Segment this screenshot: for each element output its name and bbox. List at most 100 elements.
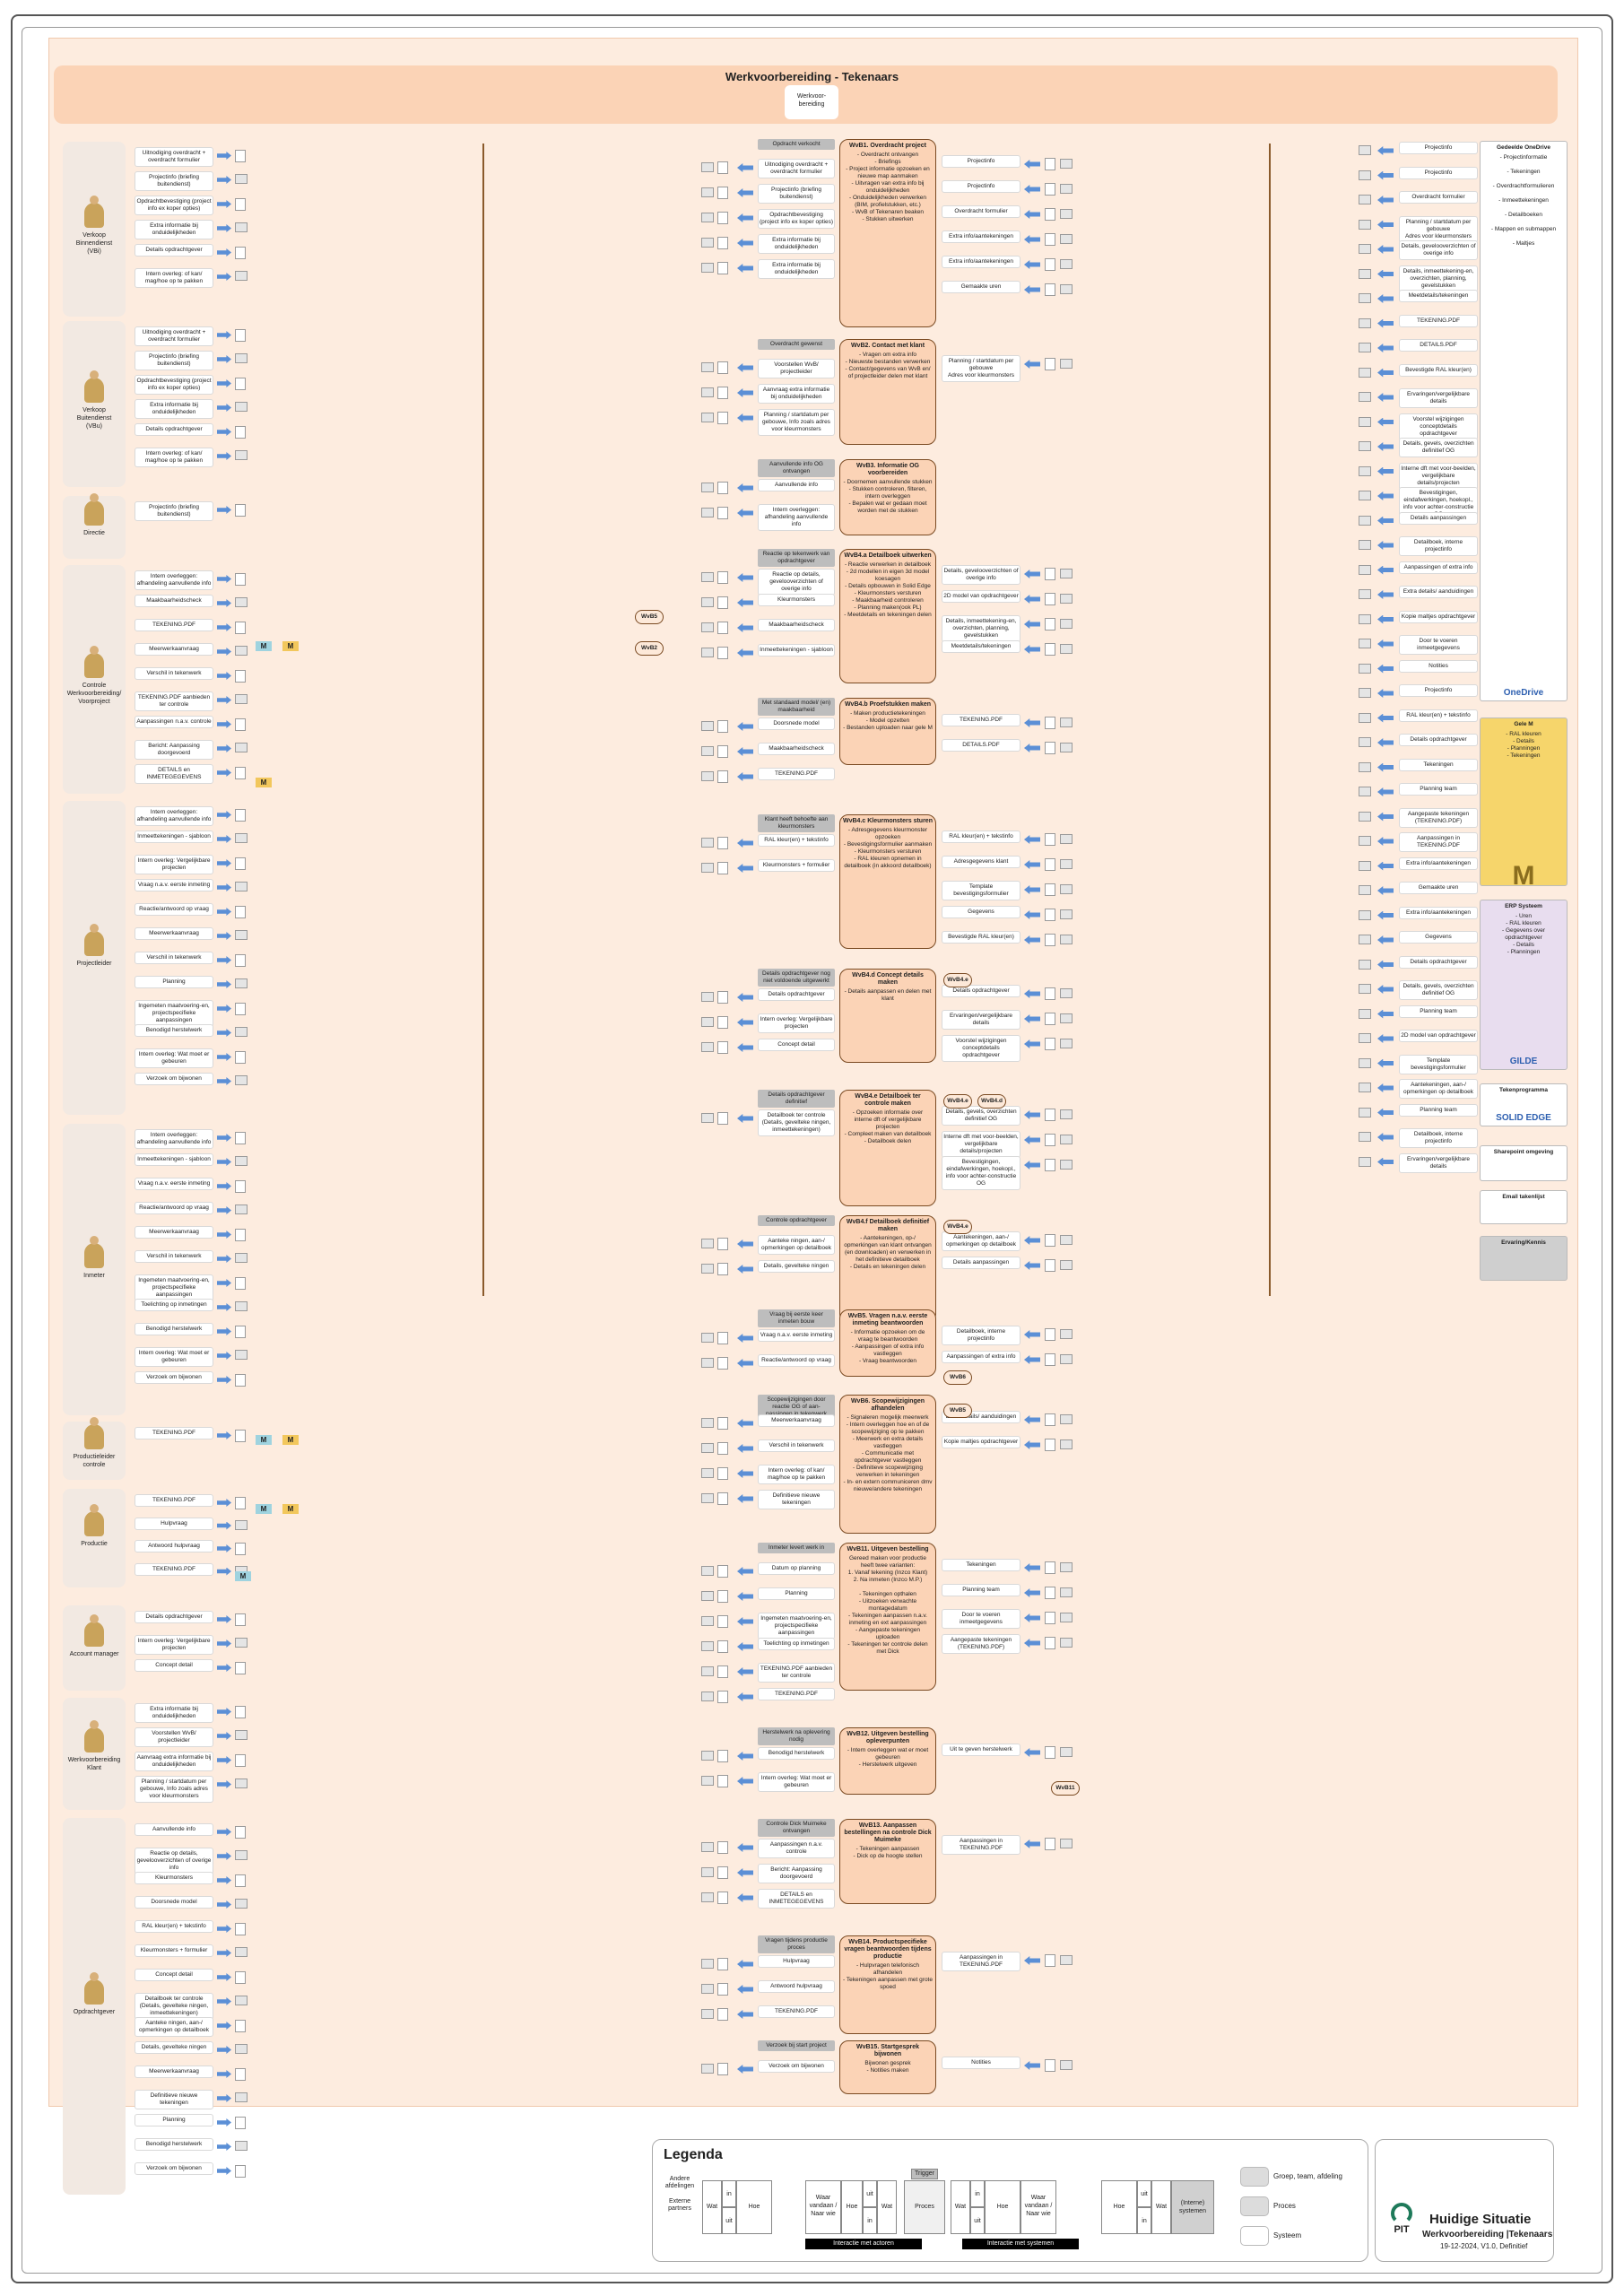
- envelope-icon: [701, 1468, 714, 1478]
- left-label-opdrachtgever: Definitieve nieuwe tekeningen: [135, 2090, 213, 2109]
- envelope-icon: [701, 1239, 714, 1248]
- left-label-wvbklant: Planning / startdatum per gebouwe, Info …: [135, 1776, 213, 1803]
- document-icon: [717, 1016, 728, 1029]
- process-box: WvB4.b Proefstukken maken - Maken product…: [839, 698, 936, 765]
- process-trigger: Vraag bij eerste keer inmeten bouw: [758, 1309, 835, 1327]
- arrow-icon: [217, 696, 231, 704]
- document-icon: [717, 1467, 728, 1480]
- process-input-label: Reactie op details, gevelooverzichten of…: [758, 569, 835, 596]
- left-label-opdrachtgever: Kleurmonsters + formulier: [135, 1944, 213, 1957]
- arrow-icon: [1024, 185, 1040, 194]
- arrow-icon: [217, 331, 231, 339]
- document-icon: [235, 1543, 246, 1555]
- arrow-icon: [1024, 1161, 1040, 1170]
- arrow-icon: [1024, 910, 1040, 919]
- process-input-label: Planning: [758, 1587, 835, 1600]
- document-icon: [235, 906, 246, 918]
- envelope-icon: [235, 743, 248, 752]
- process-text: - Informatie opzoeken om de vraag te bea…: [850, 1329, 925, 1364]
- left-label-productieleider: TEKENING.PDF: [135, 1427, 213, 1439]
- arrow-icon: [1024, 1355, 1040, 1364]
- envelope-icon: [701, 1443, 714, 1453]
- system-4: Sharepoint omgeving: [1480, 1145, 1568, 1181]
- system-name: Gedeelde OneDrive: [1497, 144, 1550, 151]
- legend-title: Legenda: [664, 2147, 723, 2162]
- system-input-label: Ervaringen/vergelijkbare details: [1399, 388, 1478, 408]
- system-input-label: Detailboek, interne projectinfo: [1399, 1128, 1478, 1148]
- actor-mini-icon: [1359, 712, 1371, 723]
- left-label-opdrachtgever: Doorsnede model: [135, 1896, 213, 1909]
- system-input-label: Planning / startdatum per gebouwe Adres …: [1399, 215, 1478, 243]
- process-input-label: TEKENING.PDF: [758, 2005, 835, 2018]
- process-title: WvB6. Scopewijzigingen afhandelen: [850, 1398, 925, 1412]
- arrow-icon: [217, 1997, 231, 2005]
- left-label-accountmanager: Intern overleg: Vergelijkbare projecten: [135, 1635, 213, 1655]
- wvb-reference-tag: WvB5: [943, 1404, 972, 1418]
- arrow-icon: [217, 224, 231, 232]
- person-icon: [84, 370, 104, 403]
- arrow-icon: [1377, 368, 1394, 378]
- arrow-icon: [217, 2094, 231, 2102]
- document-icon: [1045, 1838, 1055, 1850]
- legend-box: Wat: [951, 2180, 970, 2234]
- left-label-vbu: Extra informatie bij onduidelijkheden: [135, 399, 213, 419]
- legend-box: in: [722, 2180, 736, 2207]
- arrow-icon: [1024, 1261, 1040, 1270]
- actor-mini-icon: [1359, 244, 1371, 254]
- arrow-icon: [737, 1114, 753, 1123]
- process-title: WvB4.a Detailboek uitwerken: [844, 552, 932, 559]
- actor-mini-icon: [1359, 564, 1371, 575]
- document-icon: [1045, 1612, 1055, 1624]
- envelope-icon: [1060, 184, 1073, 194]
- envelope-icon: [701, 2064, 714, 2074]
- system-name: Gele M: [1514, 721, 1533, 727]
- envelope-icon: [701, 1867, 714, 1877]
- document-icon: [235, 1874, 246, 1887]
- arrow-icon: [217, 1206, 231, 1214]
- document-icon: [1045, 1013, 1055, 1025]
- left-label-opdrachtgever: Reactie op details, gevelooverzichten of…: [135, 1848, 213, 1874]
- system-input-label: Details, gevels, overzichten definitief …: [1399, 980, 1478, 1000]
- legend-box: Waar vandaan / Naar wie: [1020, 2180, 1056, 2234]
- legend: Legenda Andere afdelingen Externe partner…: [652, 2139, 1368, 2262]
- left-label-inmeter: Ingemeten maatvoering-en, projectspecifi…: [135, 1274, 213, 1301]
- process-box: WvB15. Startgesprek bijwonen Bijwonen ges…: [839, 2040, 936, 2094]
- envelope-icon: [1060, 1109, 1073, 1119]
- process-trigger: Vragen tijdens productie proces: [758, 1935, 835, 1953]
- arrow-icon: [1377, 1157, 1394, 1167]
- process-input-label: TEKENING.PDF: [758, 1688, 835, 1700]
- arrow-icon: [217, 1708, 231, 1716]
- process-input-label: Toelichting op inmetingen: [758, 1638, 835, 1650]
- arrow-icon: [217, 859, 231, 867]
- arrow-icon: [217, 1544, 231, 1552]
- document-icon: [717, 837, 728, 849]
- document-icon: [717, 507, 728, 519]
- document-icon: [235, 1132, 246, 1144]
- left-label-inmeter: Benodigd herstelwerk: [135, 1323, 213, 1335]
- left-label-controle: Verschil in tekenwerk: [135, 667, 213, 680]
- person-icon: [84, 1235, 104, 1268]
- process-input-label: Aanvraag extra informatie bij onduidelij…: [758, 384, 835, 404]
- process-title: WvB3. Informatie OG voorbereiden: [855, 463, 919, 476]
- arrow-icon: [217, 1279, 231, 1287]
- envelope-icon: [235, 222, 248, 232]
- arrow-icon: [1377, 713, 1394, 723]
- envelope-icon: [235, 1779, 248, 1788]
- arrow-icon: [1377, 960, 1394, 970]
- system-items: - Projectinformatie - Tekeningen - Overd…: [1490, 154, 1557, 247]
- envelope-icon: [235, 2141, 248, 2151]
- arrow-icon: [217, 379, 231, 387]
- actor-mini-icon: [1359, 219, 1371, 230]
- left-label-productie: Antwoord hulpvraag: [135, 1540, 213, 1552]
- arrow-icon: [1024, 645, 1040, 654]
- actor-vbi: Verkoop Binnendienst (VBi): [63, 195, 126, 256]
- envelope-icon: [1060, 234, 1073, 244]
- actor-mini-icon: [1359, 639, 1371, 648]
- arrow-icon: [737, 864, 753, 873]
- document-icon: [717, 1263, 728, 1275]
- left-label-projectleider: Verschil in tekenwerk: [135, 952, 213, 964]
- left-label-opdrachtgever: Planning: [135, 2114, 213, 2126]
- arrow-icon: [737, 188, 753, 197]
- document-icon: [717, 2063, 728, 2075]
- arrow-icon: [1377, 442, 1394, 451]
